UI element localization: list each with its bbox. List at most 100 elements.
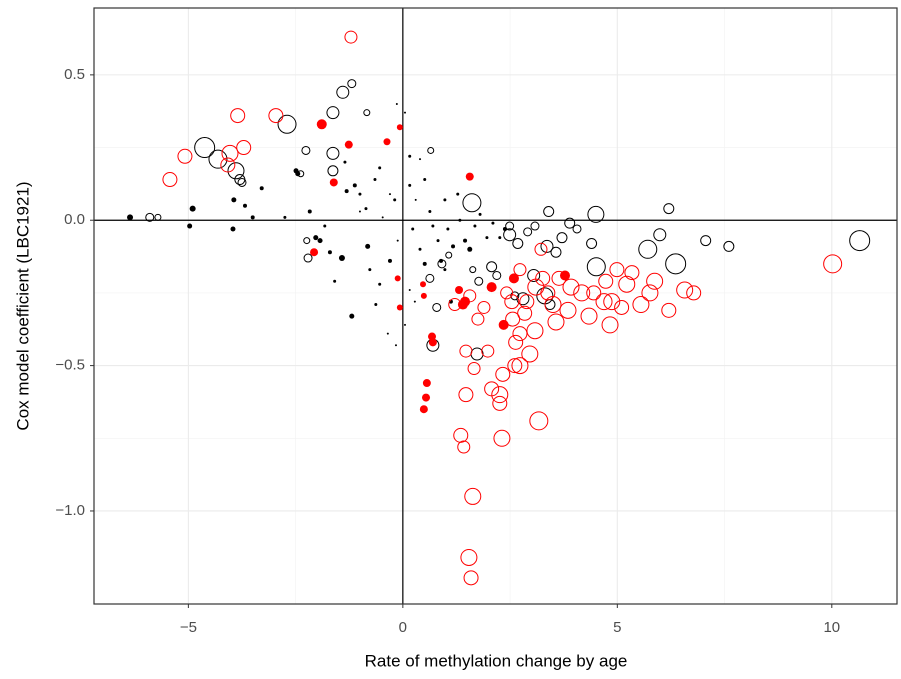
point xyxy=(326,146,340,160)
point xyxy=(327,165,339,177)
point xyxy=(378,282,382,286)
point xyxy=(638,239,658,259)
point xyxy=(396,304,403,311)
point xyxy=(303,237,311,245)
point xyxy=(368,268,372,272)
point xyxy=(478,212,482,216)
point xyxy=(586,257,606,277)
point xyxy=(403,323,406,326)
point xyxy=(562,278,580,296)
point xyxy=(388,193,391,196)
point xyxy=(477,300,491,314)
point xyxy=(317,238,323,244)
y-tick-label: 0.0 xyxy=(64,211,85,228)
point xyxy=(609,262,625,278)
point xyxy=(530,221,540,231)
point xyxy=(527,268,541,282)
point xyxy=(505,311,521,327)
point xyxy=(486,261,498,273)
point xyxy=(221,144,239,162)
point xyxy=(419,405,428,414)
point xyxy=(394,275,401,282)
point xyxy=(230,108,246,124)
point xyxy=(336,85,350,99)
point xyxy=(572,224,582,234)
point xyxy=(614,299,630,315)
point xyxy=(485,236,489,240)
point xyxy=(420,292,427,299)
point xyxy=(145,212,155,222)
point xyxy=(237,177,247,187)
point xyxy=(559,270,570,281)
point xyxy=(516,292,530,306)
point xyxy=(154,213,162,221)
point xyxy=(422,393,431,402)
point xyxy=(432,302,442,312)
point xyxy=(437,259,447,269)
point xyxy=(310,248,319,257)
point xyxy=(849,230,871,252)
point xyxy=(624,265,640,281)
point xyxy=(231,197,237,203)
point xyxy=(227,162,245,180)
point xyxy=(723,240,735,252)
point xyxy=(469,266,477,274)
point xyxy=(544,296,562,314)
point xyxy=(510,291,520,301)
point xyxy=(423,178,427,182)
point xyxy=(427,146,435,154)
point xyxy=(491,386,509,404)
point xyxy=(268,108,284,124)
y-tick-label: 0.5 xyxy=(64,66,85,83)
point xyxy=(486,282,497,293)
point xyxy=(512,326,528,342)
point xyxy=(323,224,327,228)
point xyxy=(455,286,464,295)
point xyxy=(519,294,535,310)
x-tick-label: −5 xyxy=(180,619,197,636)
x-tick-label: 10 xyxy=(823,619,840,636)
point xyxy=(343,160,347,164)
point xyxy=(663,203,675,215)
point xyxy=(457,440,471,454)
point xyxy=(394,344,397,347)
point xyxy=(230,226,236,232)
point xyxy=(517,305,533,321)
point xyxy=(445,251,453,259)
point xyxy=(601,316,619,334)
point xyxy=(358,192,362,196)
x-axis-title: Rate of methylation change by age xyxy=(365,651,628,670)
y-axis-title: Cox model coefficient (LBC1921) xyxy=(13,181,32,430)
point xyxy=(573,284,591,302)
point xyxy=(511,357,529,375)
point xyxy=(586,237,598,249)
point xyxy=(127,214,134,221)
point xyxy=(491,221,495,225)
point xyxy=(259,186,264,191)
point xyxy=(646,272,664,290)
point xyxy=(338,255,345,262)
point xyxy=(618,275,636,293)
point xyxy=(498,236,502,240)
point xyxy=(513,263,527,277)
point xyxy=(534,242,548,256)
point xyxy=(460,548,478,566)
point xyxy=(661,302,677,318)
point xyxy=(326,106,340,120)
point xyxy=(465,172,474,181)
point xyxy=(344,140,353,149)
point xyxy=(457,299,468,310)
point xyxy=(387,258,392,263)
point xyxy=(505,221,515,231)
point xyxy=(665,253,687,275)
point xyxy=(586,285,602,301)
point xyxy=(547,313,565,331)
point xyxy=(521,345,539,363)
point xyxy=(395,102,398,105)
point xyxy=(443,268,447,272)
point xyxy=(676,281,694,299)
point xyxy=(236,140,252,156)
point xyxy=(358,210,361,213)
point xyxy=(471,312,485,326)
